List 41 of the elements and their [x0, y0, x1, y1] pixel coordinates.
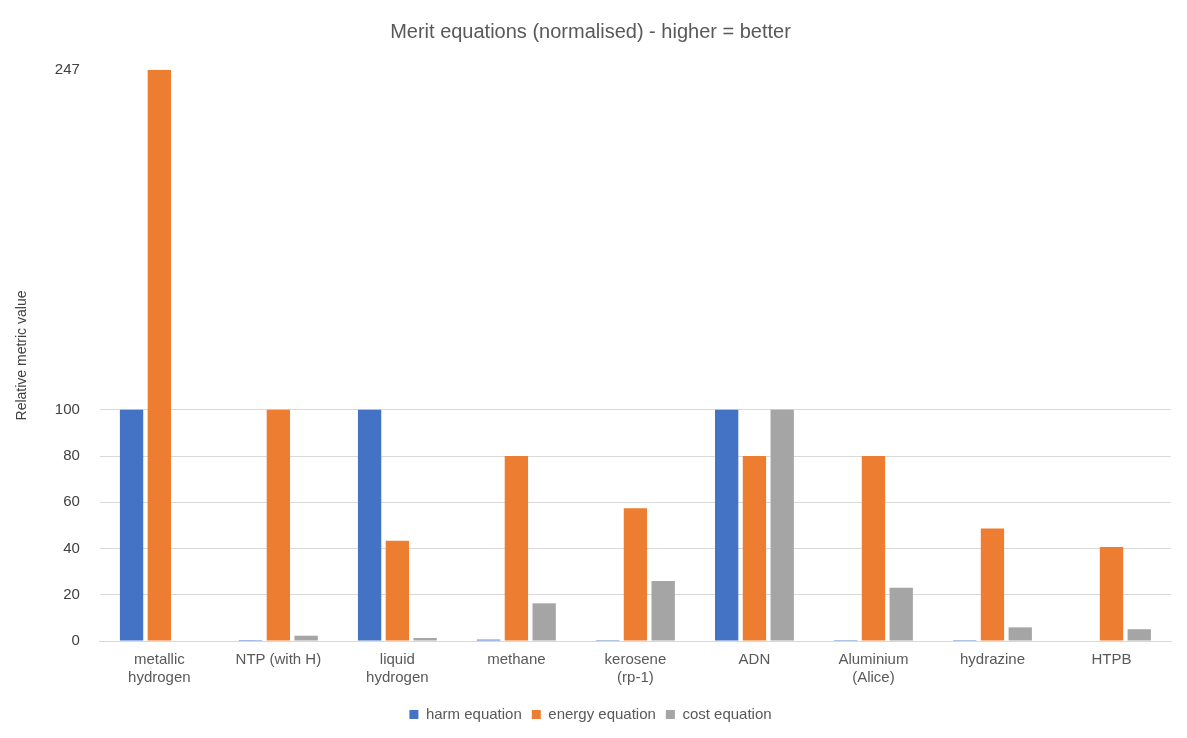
bar [1127, 629, 1151, 641]
y-tick-label: 247 [54, 60, 80, 78]
y-tick-label: 20 [63, 584, 80, 602]
bar [623, 508, 648, 641]
y-axis-title: Relative metric value [13, 290, 30, 421]
legend-label: cost equation [682, 704, 772, 722]
bar [651, 580, 675, 641]
bar [266, 409, 291, 641]
x-tick-label: methane [487, 650, 546, 668]
bar [1099, 546, 1124, 641]
bar [294, 635, 318, 641]
bar [357, 409, 382, 641]
bar [889, 587, 913, 641]
bar [861, 456, 886, 641]
legend-label: energy equation [548, 704, 656, 722]
y-tick-label: 100 [54, 399, 80, 417]
x-tick-label: NTP (with H) [235, 650, 322, 668]
x-tick-label: kerosene (rp-1) [604, 650, 667, 686]
bar [742, 456, 767, 641]
y-tick-label: 60 [63, 492, 80, 510]
bar [770, 409, 794, 641]
x-tick-label: HTPB [1091, 650, 1132, 668]
bar [413, 638, 437, 641]
chart-title: Merit equations (normalised) - higher = better [390, 19, 792, 42]
x-tick-label: Aluminium (Alice) [838, 650, 909, 686]
bar [385, 540, 410, 641]
legend-label: harm equation [425, 704, 522, 722]
y-tick-label: 40 [63, 538, 80, 556]
bar [147, 70, 171, 641]
x-tick-label: liquid hydrogen [366, 650, 429, 686]
bar [1008, 627, 1032, 641]
y-tick-label: 80 [63, 446, 80, 464]
bar [504, 456, 529, 641]
bar [532, 603, 556, 641]
bar [715, 409, 739, 641]
bar [119, 409, 144, 641]
x-tick-label: hydrazine [959, 650, 1025, 668]
bar [980, 528, 1005, 641]
y-tick-label: 0 [71, 631, 80, 649]
x-tick-label: ADN [738, 650, 771, 668]
x-tick-label: metallic hydrogen [128, 650, 191, 686]
